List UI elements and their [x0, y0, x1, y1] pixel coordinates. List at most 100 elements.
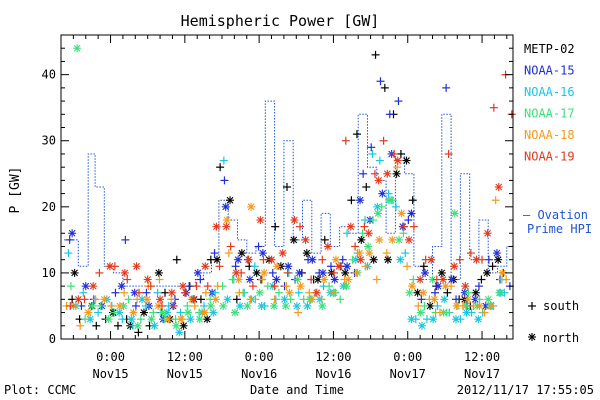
- point-north-noaa-17: [219, 302, 227, 310]
- point-north-noaa-18: [398, 209, 406, 217]
- point-north-noaa-17: [172, 322, 180, 330]
- point-north-noaa-18: [476, 302, 484, 310]
- point-north-noaa-19: [106, 262, 114, 270]
- point-north-noaa-16: [236, 302, 244, 310]
- point-north-noaa-19: [450, 262, 458, 270]
- point-north-noaa-18: [320, 276, 328, 284]
- point-north-noaa-15: [421, 269, 429, 277]
- x-tick-date-label: Nov15: [92, 367, 128, 381]
- point-north-noaa-15: [356, 196, 364, 204]
- point-north-noaa-19: [179, 282, 187, 290]
- point-north-noaa-17: [374, 209, 382, 217]
- x-tick-date-label: Nov17: [390, 367, 426, 381]
- point-north-noaa-18: [143, 295, 151, 303]
- legend-entry-noaa-15: NOAA-15: [524, 64, 575, 78]
- point-north-noaa-19: [347, 223, 355, 231]
- point-north-noaa-15: [434, 282, 442, 290]
- legend-entry-noaa-17: NOAA-17: [524, 107, 575, 121]
- point-north-noaa-19: [416, 276, 424, 284]
- y-tick-label: 30: [42, 134, 56, 148]
- point-north-metp-02: [290, 236, 298, 244]
- point-north-noaa-18: [285, 289, 293, 297]
- point-north-noaa-19: [245, 256, 253, 264]
- point-north-noaa-19: [190, 295, 198, 303]
- x-tick-time-label: 0:00: [393, 350, 422, 364]
- point-north-noaa-15: [448, 276, 456, 284]
- point-north-noaa-18: [355, 249, 363, 257]
- point-north-noaa-19: [201, 262, 209, 270]
- x-tick-time-label: 12:00: [315, 350, 351, 364]
- point-north-noaa-18: [430, 295, 438, 303]
- point-north-noaa-15: [68, 229, 76, 237]
- point-north-metp-02: [370, 256, 378, 264]
- point-north-noaa-19: [484, 229, 492, 237]
- point-north-noaa-19: [133, 262, 141, 270]
- point-north-metp-02: [384, 256, 392, 264]
- point-north-noaa-19: [439, 276, 447, 284]
- x-tick-time-label: 0:00: [96, 350, 125, 364]
- point-north-noaa-15: [295, 269, 303, 277]
- point-north-noaa-19: [222, 223, 230, 231]
- point-north-noaa-19: [472, 256, 480, 264]
- point-north-noaa-17: [73, 44, 81, 52]
- point-north-metp-02: [403, 157, 411, 165]
- point-north-noaa-17: [196, 315, 204, 323]
- point-north-noaa-16: [407, 315, 415, 323]
- point-north-noaa-18: [212, 295, 220, 303]
- legend-entry-noaa-18: NOAA-18: [524, 128, 575, 142]
- legend-entry-noaa-19: NOAA-19: [524, 150, 575, 164]
- point-north-metp-02: [155, 269, 163, 277]
- point-north-metp-02: [71, 269, 79, 277]
- y-axis-label: P [GW]: [8, 167, 23, 214]
- point-north-noaa-17: [134, 322, 142, 330]
- point-north-noaa-17: [282, 302, 290, 310]
- point-north-noaa-18: [297, 282, 305, 290]
- point-north-noaa-19: [121, 269, 129, 277]
- point-north-noaa-18: [116, 302, 124, 310]
- point-north-noaa-19: [89, 282, 97, 290]
- point-north-metp-02: [253, 269, 261, 277]
- point-north-noaa-17: [256, 289, 264, 297]
- point-north-noaa-15: [407, 209, 415, 217]
- point-north-noaa-16: [293, 302, 301, 310]
- point-north-metp-02: [357, 236, 365, 244]
- x-tick-time-label: 12:00: [464, 350, 500, 364]
- point-north-noaa-15: [259, 249, 267, 257]
- point-north-noaa-19: [394, 157, 402, 165]
- plot-credit: Plot: CCMC: [4, 383, 76, 397]
- point-north-noaa-18: [260, 269, 268, 277]
- point-north-noaa-15: [319, 269, 327, 277]
- point-north-noaa-19: [279, 249, 287, 257]
- point-north-noaa-17: [207, 302, 215, 310]
- legend-entry-noaa-16: NOAA-16: [524, 85, 575, 99]
- point-north-noaa-19: [268, 256, 276, 264]
- point-north-noaa-18: [388, 236, 396, 244]
- point-north-noaa-16: [418, 322, 426, 330]
- point-north-noaa-18: [375, 236, 383, 244]
- point-north-noaa-17: [184, 309, 192, 317]
- point-north-noaa-18: [129, 309, 137, 317]
- legend-ovation-label-line2: Prime HPI: [527, 222, 592, 236]
- x-tick-date-label: Nov15: [167, 367, 203, 381]
- y-tick-label: 10: [42, 266, 56, 280]
- point-north-metp-02: [303, 249, 311, 257]
- point-north-noaa-19: [232, 269, 240, 277]
- x-tick-time-label: 0:00: [245, 350, 274, 364]
- y-tick-label: 40: [42, 68, 56, 82]
- point-north-noaa-19: [335, 262, 343, 270]
- point-north-noaa-19: [461, 282, 469, 290]
- point-north-noaa-19: [290, 216, 298, 224]
- point-north-noaa-18: [84, 309, 92, 317]
- point-north-noaa-15: [343, 262, 351, 270]
- point-north-noaa-18: [308, 295, 316, 303]
- point-north-noaa-17: [451, 209, 459, 217]
- point-north-noaa-19: [383, 170, 391, 178]
- point-north-noaa-18: [453, 302, 461, 310]
- point-north-noaa-19: [168, 289, 176, 297]
- point-north-noaa-18: [419, 289, 427, 297]
- point-north-noaa-18: [201, 309, 209, 317]
- point-north-noaa-15: [308, 256, 316, 264]
- point-north-noaa-17: [159, 309, 167, 317]
- point-north-noaa-15: [222, 203, 230, 211]
